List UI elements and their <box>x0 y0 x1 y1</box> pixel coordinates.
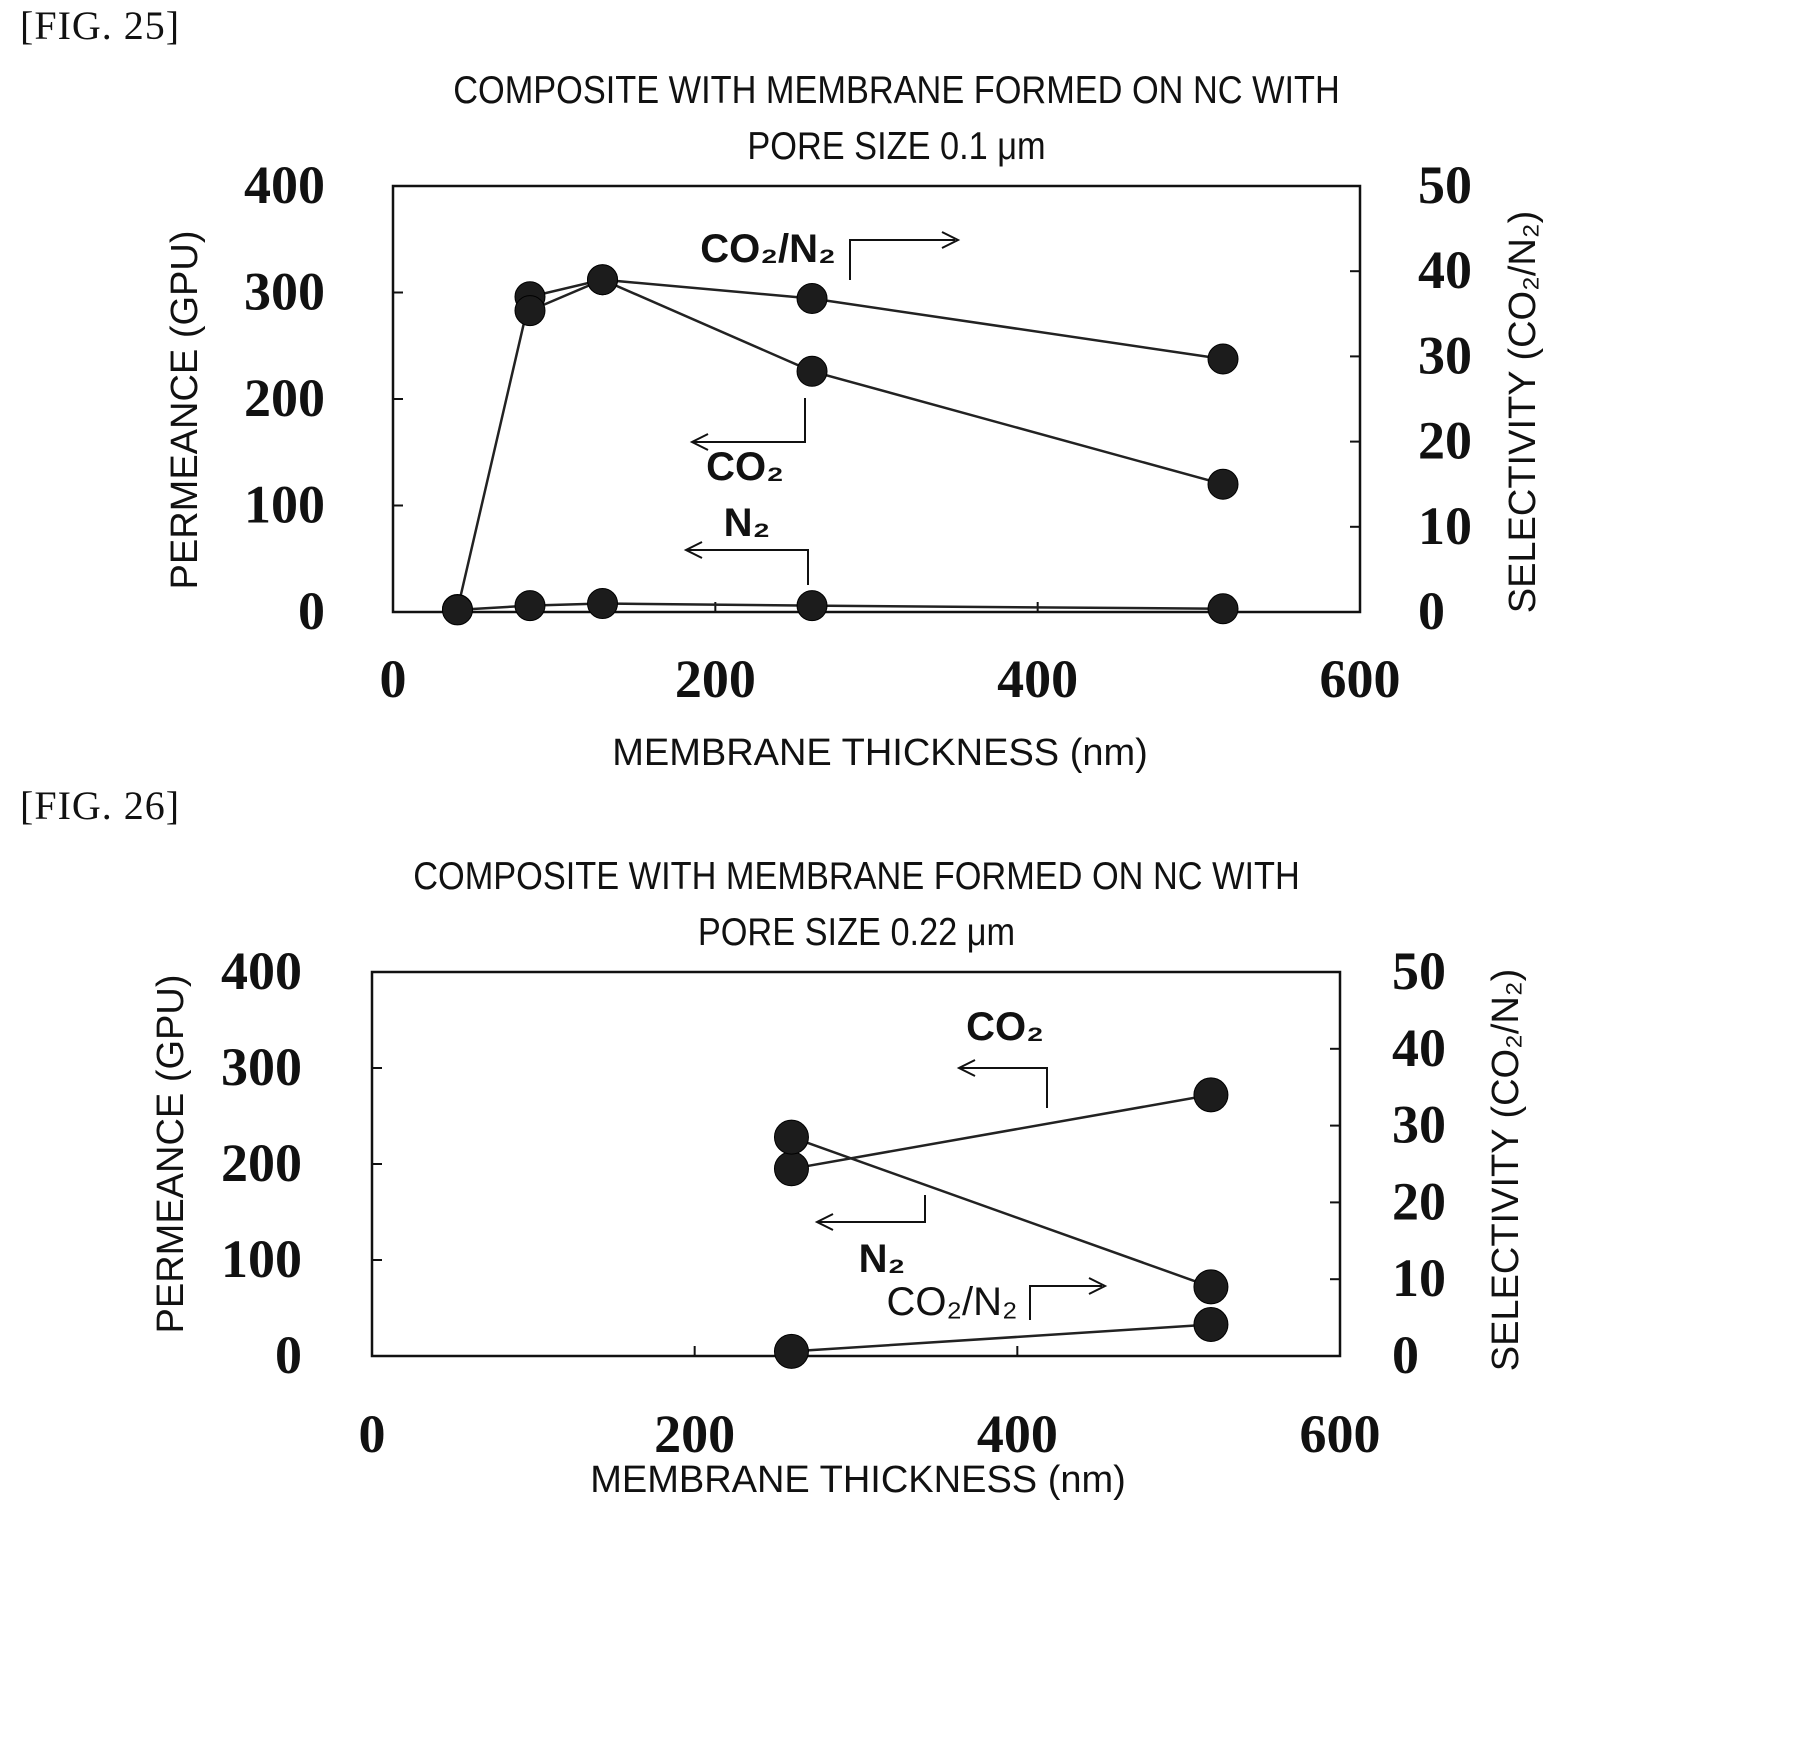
series-line <box>457 602 1224 612</box>
co2-arrow-head-icon <box>689 433 709 451</box>
data-point <box>796 282 828 314</box>
co2-label: CO₂ <box>706 445 784 489</box>
plot-area-frame <box>370 970 1342 1358</box>
x-tick-label: 600 <box>1320 649 1401 709</box>
y-axis-title-right: SELECTIVITY (CO₂/N₂) <box>1485 969 1527 1372</box>
y-tick-label-right: 10 <box>1418 496 1472 556</box>
x-axis-title: MEMBRANE THICKNESS (nm) <box>612 732 1148 774</box>
y-axis-title-left: PERMEANCE (GPU) <box>164 231 206 590</box>
y-tick-label-left: 400 <box>244 155 325 215</box>
data-point <box>1207 343 1239 375</box>
chart-title-26-line1: COMPOSITE WITH MEMBRANE FORMED ON NC WIT… <box>413 855 1300 898</box>
x-tick-label: 400 <box>977 1404 1058 1464</box>
chart-title-25-line1: COMPOSITE WITH MEMBRANE FORMED ON NC WIT… <box>453 69 1340 112</box>
y-tick-label-left: 300 <box>221 1037 302 1097</box>
ratio-arrow-path-icon <box>1029 1285 1102 1320</box>
y-tick-label-left: 100 <box>244 475 325 535</box>
chart-fig-25: 0 200 400 600 0 100 200 300 400 0 10 20 30 40 50 MEMBR… <box>164 155 1544 774</box>
y-tick-label-left: 200 <box>244 368 325 428</box>
data-point <box>1193 1077 1229 1113</box>
n2-arrow-head-icon <box>683 541 703 559</box>
ratio-label: CO₂/N₂ <box>700 227 836 271</box>
data-point <box>441 594 473 626</box>
data-point <box>514 590 546 622</box>
data-point <box>1207 468 1239 500</box>
y-tick-label-right: 10 <box>1392 1248 1446 1308</box>
data-point <box>1193 1307 1229 1343</box>
x-axis-title: MEMBRANE THICKNESS (nm) <box>590 1459 1126 1501</box>
n2-label: N₂ <box>724 501 771 545</box>
y-tick-label-right: 50 <box>1418 155 1472 215</box>
y-tick-label-right: 0 <box>1392 1325 1419 1385</box>
ratio-arrow-icon <box>849 239 955 280</box>
x-tick-label: 600 <box>1300 1404 1381 1464</box>
y-tick-label-right: 40 <box>1392 1018 1446 1078</box>
y-tick-label-right: 30 <box>1418 325 1472 385</box>
series-line <box>529 278 1224 486</box>
data-point <box>796 355 828 387</box>
series-line <box>456 278 1224 610</box>
x-tick-label: 400 <box>997 649 1078 709</box>
ratio-arrow-head-icon <box>941 231 961 249</box>
n2-arrow-head-icon <box>814 1213 834 1231</box>
n2-arrow-path-icon <box>818 1195 926 1223</box>
data-point <box>1193 1269 1229 1305</box>
figure-label-25: [FIG. 25] <box>20 3 181 48</box>
x-tick-label: 200 <box>675 649 756 709</box>
data-point <box>773 1119 809 1155</box>
data-point <box>514 295 546 327</box>
series-line <box>791 1135 1212 1289</box>
chart-title-25-line2: PORE SIZE 0.1 μm <box>747 125 1046 168</box>
y-axis-title-left: PERMEANCE (GPU) <box>150 975 192 1334</box>
y-tick-label-left: 400 <box>221 941 302 1001</box>
y-tick-label-right: 20 <box>1392 1171 1446 1231</box>
co2-label: CO₂ <box>966 1005 1044 1049</box>
y-tick-label-left: 200 <box>221 1133 302 1193</box>
x-tick-label: 200 <box>654 1404 735 1464</box>
ratio-label: CO₂/N₂ <box>886 1280 1017 1324</box>
data-point <box>587 264 619 296</box>
data-point <box>1207 593 1239 625</box>
chart-title-26-line2: PORE SIZE 0.22 μm <box>697 911 1016 954</box>
co2-arrow-head-icon <box>956 1059 976 1077</box>
co2-arrow-icon <box>693 398 806 443</box>
series-line <box>791 1093 1212 1171</box>
figure-label-26: [FIG. 26] <box>20 783 181 828</box>
x-tick-label: 0 <box>380 649 407 709</box>
n2-label: N₂ <box>859 1237 906 1281</box>
y-tick-label-left: 300 <box>244 262 325 322</box>
data-point <box>773 1333 809 1369</box>
y-tick-label-left: 0 <box>275 1325 302 1385</box>
y-tick-label-right: 40 <box>1418 240 1472 300</box>
y-tick-label-right: 50 <box>1392 941 1446 1001</box>
n2-arrow-path-icon <box>687 549 809 585</box>
data-point <box>587 587 619 619</box>
data-point <box>796 590 828 622</box>
y-axis-title-right: SELECTIVITY (CO₂/N₂) <box>1502 211 1544 614</box>
y-tick-label-right: 0 <box>1418 581 1445 641</box>
co2-arrow-path-icon <box>960 1067 1048 1108</box>
plot-area-frame <box>391 184 1362 614</box>
ratio-arrow-head-icon <box>1088 1277 1108 1295</box>
y-tick-label-right: 20 <box>1418 411 1472 471</box>
y-tick-label-left: 100 <box>221 1229 302 1289</box>
x-tick-label: 0 <box>359 1404 386 1464</box>
series-line <box>791 1323 1211 1353</box>
y-tick-label-left: 0 <box>298 581 325 641</box>
data-point <box>773 1151 809 1187</box>
y-tick-label-right: 30 <box>1392 1095 1446 1155</box>
